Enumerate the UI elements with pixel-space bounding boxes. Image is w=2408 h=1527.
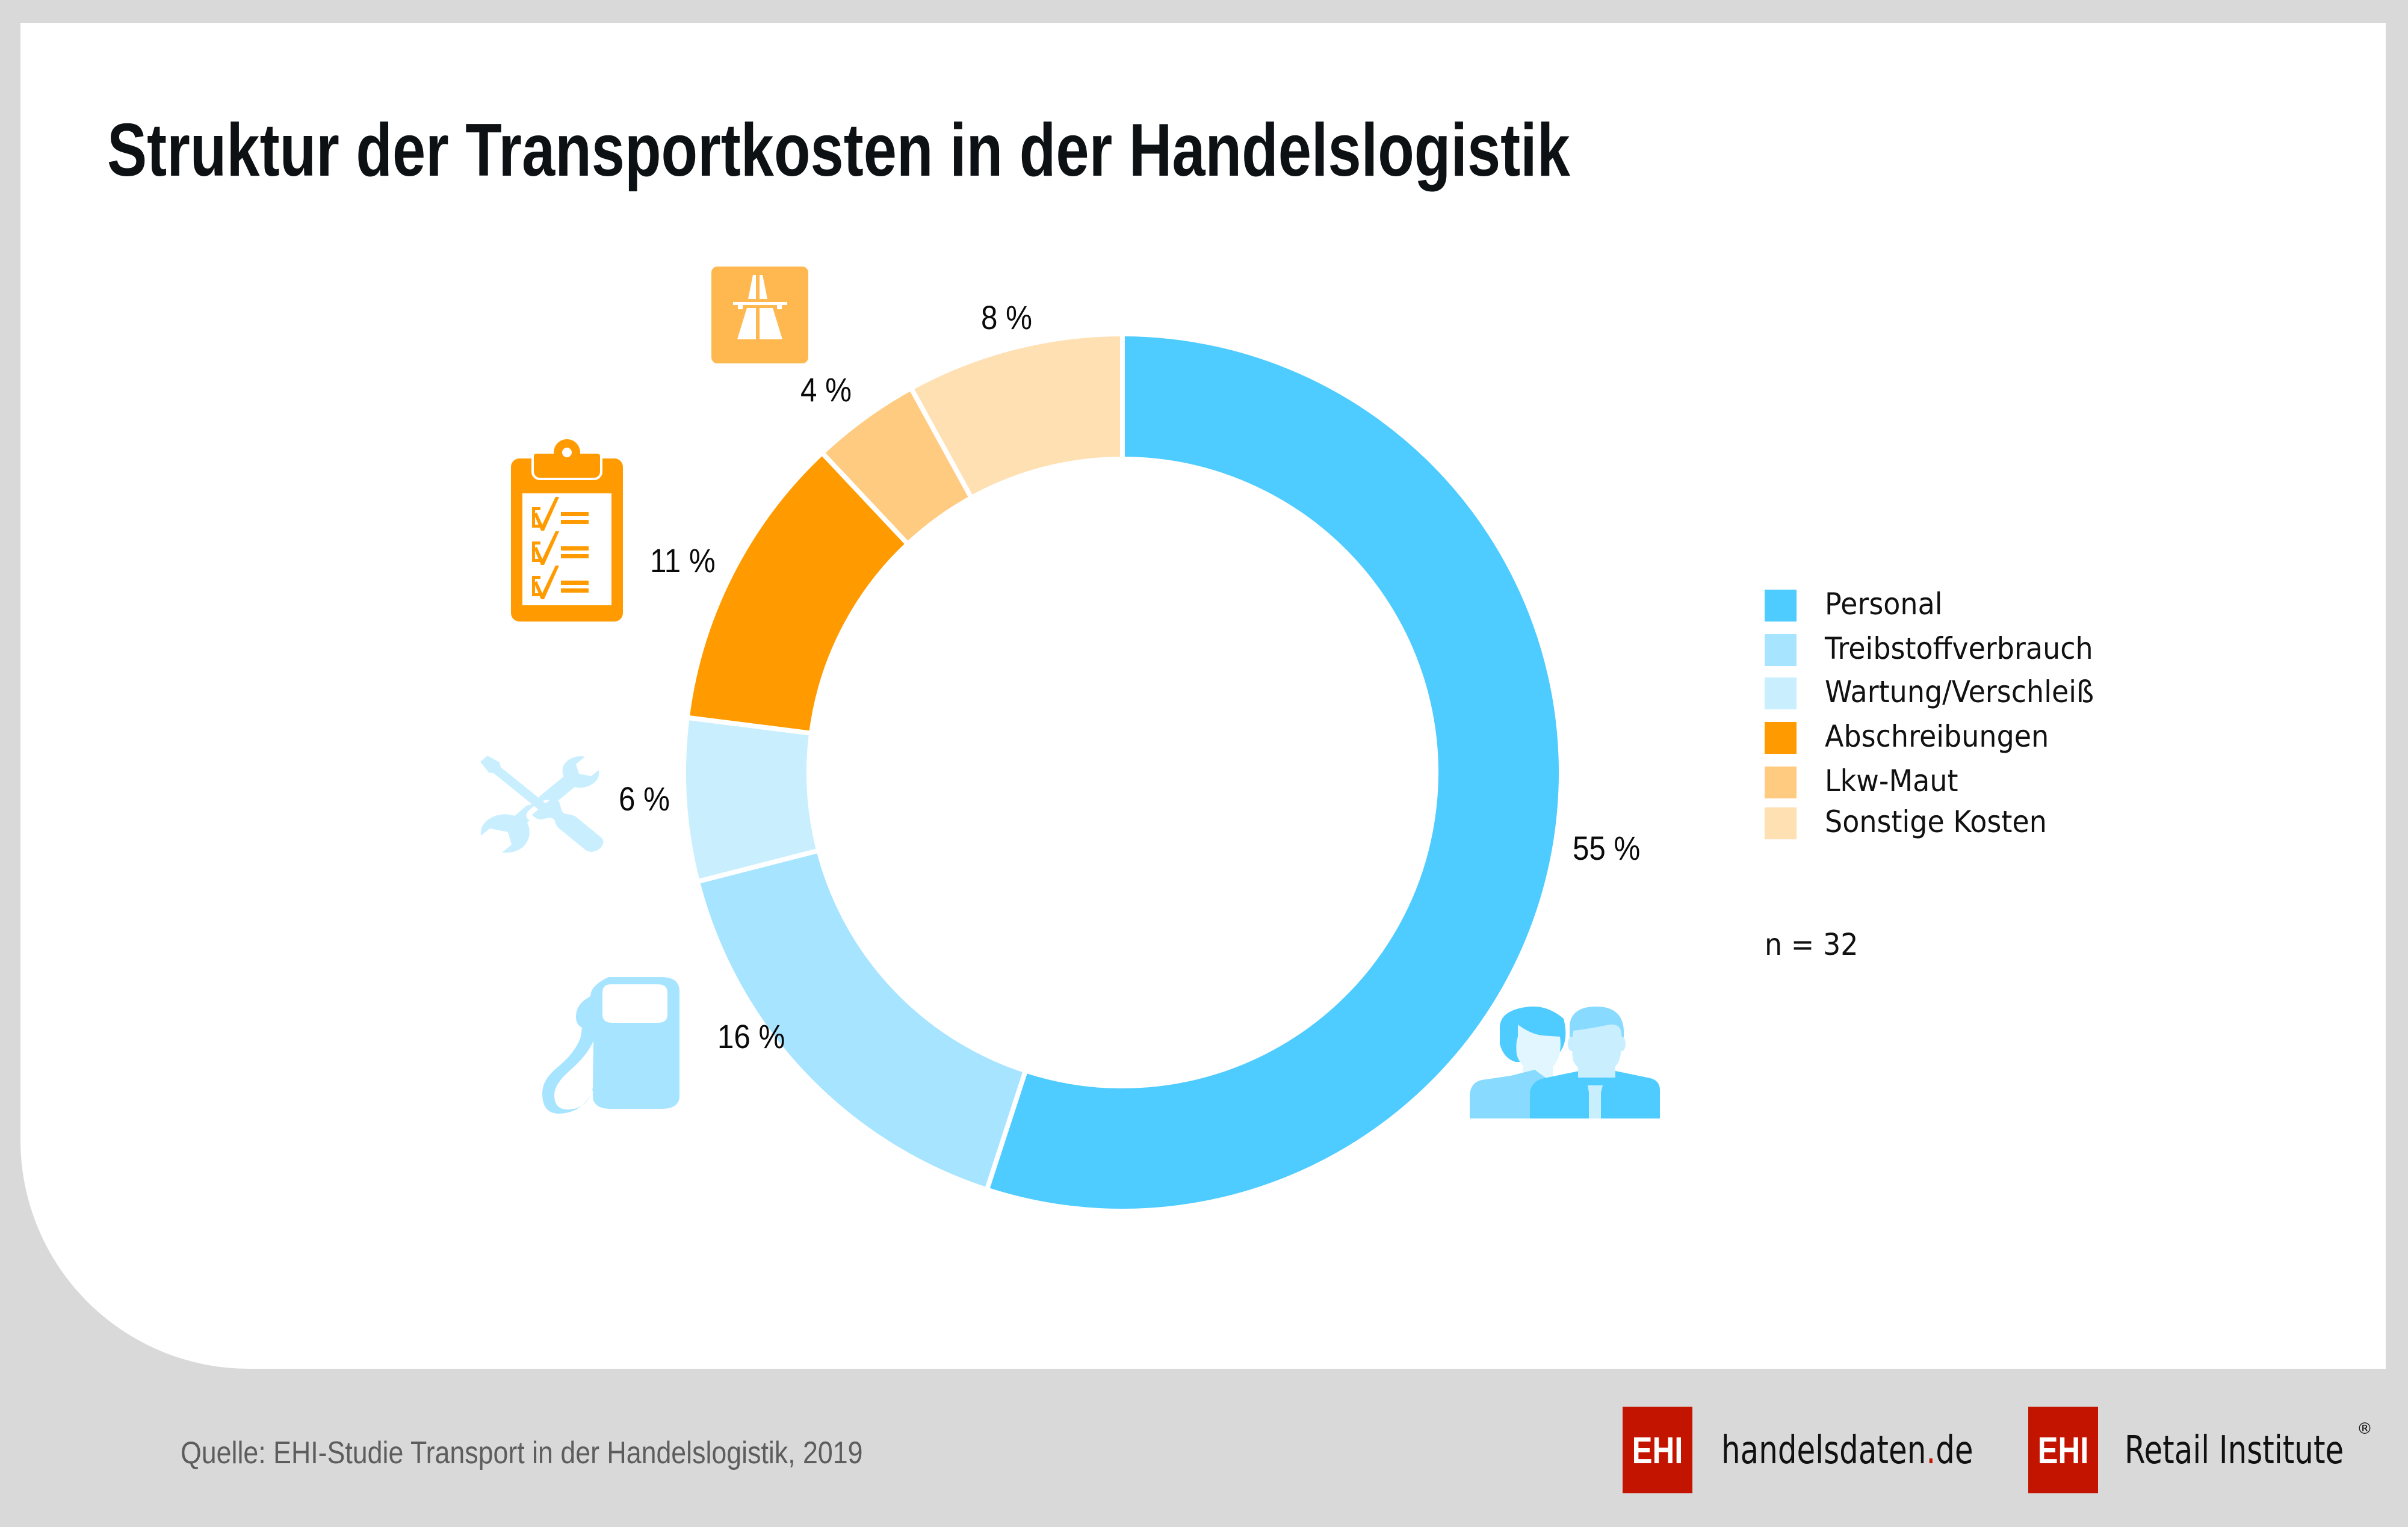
data-label-maut: 4 % [800, 371, 852, 409]
chart-title: Struktur der Transportkosten in der Hand… [107, 109, 1570, 192]
donut-slice-personal [983, 331, 1564, 1214]
ehi-logo-text-1: EHI [1632, 1430, 1683, 1472]
legend-swatch-maut [1765, 767, 1797, 798]
sample-size-note: n = 32 [1765, 927, 1859, 962]
source-note: Quelle: EHI-Studie Transport in der Hand… [181, 1436, 863, 1470]
handelsdaten-logo-text[interactable]: handelsdaten.de [1721, 1430, 1973, 1472]
retail-institute-logo-text[interactable]: Retail Institute [2125, 1428, 2344, 1473]
ehi-logo-text-2: EHI [2037, 1430, 2089, 1472]
data-label-treibstoff: 16 % [717, 1017, 785, 1055]
legend-swatch-wartung [1765, 677, 1797, 709]
ehi-logo-box-2: EHI [2028, 1407, 2098, 1493]
data-label-personal: 55 % [1573, 829, 1641, 867]
clipboard-checklist-icon [511, 439, 623, 622]
legend-swatch-sonstige [1765, 807, 1797, 839]
legend-swatch-abschreibungen [1765, 722, 1797, 754]
legend-label-abschreibungen: Abschreibungen [1825, 719, 2049, 754]
people-icon [1470, 1007, 1660, 1118]
fuel-pump-icon [542, 977, 679, 1114]
logo-handelsdaten-dot: . [1926, 1428, 1936, 1473]
legend-label-treibstoff: Treibstoffverbrauch [1825, 631, 2093, 666]
legend-swatch-treibstoff [1765, 634, 1797, 666]
legend-swatch-personal [1765, 590, 1797, 622]
legend-label-maut: Lkw-Maut [1825, 764, 1958, 798]
data-label-abschreibungen: 11 % [650, 541, 716, 579]
logo-handelsdaten-main: handelsdaten [1721, 1428, 1927, 1473]
legend-label-personal: Personal [1825, 587, 1943, 622]
wrench-screwdriver-icon [480, 756, 604, 853]
donut-slice-wartung [681, 715, 822, 885]
donut-slice-sonstige [908, 331, 1125, 501]
donut-slice-treibstoff [695, 847, 1029, 1193]
ehi-logo-box-1: EHI [1623, 1407, 1692, 1493]
registered-mark: ® [2357, 1420, 2372, 1438]
data-label-wartung: 6 % [619, 780, 670, 818]
logo-handelsdaten-tld: de [1936, 1428, 1973, 1473]
legend-label-sonstige: Sonstige Kosten [1825, 804, 2047, 839]
legend-label-wartung: Wartung/Verschleiß [1825, 674, 2094, 709]
motorway-icon [711, 267, 808, 363]
data-label-sonstige: 8 % [981, 298, 1032, 336]
